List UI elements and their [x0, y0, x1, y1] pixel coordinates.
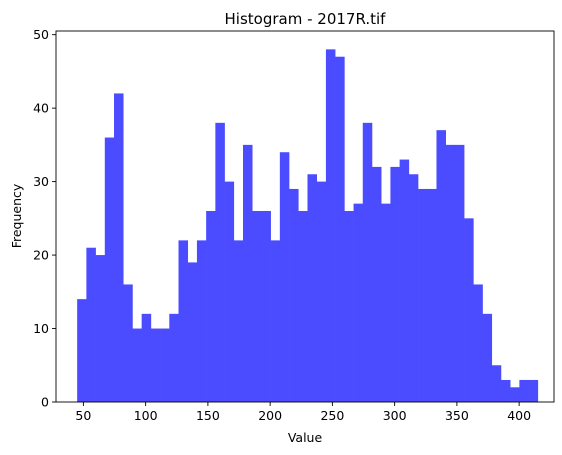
histogram-bar	[335, 56, 345, 403]
histogram-bar	[270, 240, 281, 402]
histogram-bar	[261, 210, 271, 402]
histogram-bar	[381, 203, 391, 402]
y-tick-label: 10	[33, 321, 49, 336]
y-tick-label: 30	[33, 174, 49, 189]
y-axis-label: Frequency	[9, 183, 24, 248]
histogram-bar	[418, 188, 428, 402]
x-tick-label: 250	[320, 408, 344, 423]
histogram-bar	[390, 166, 400, 402]
histogram-bar	[307, 174, 318, 402]
histogram-bar	[141, 313, 152, 402]
histogram-bar	[316, 181, 327, 402]
histogram-bar	[178, 240, 189, 402]
histogram-bar	[77, 299, 87, 402]
histogram-bar	[491, 365, 502, 402]
histogram-bar	[528, 379, 539, 402]
y-axis-ticks: 0 10 20 30 40 50	[33, 27, 56, 410]
histogram-bar	[169, 313, 179, 402]
histogram-bar	[206, 210, 216, 402]
histogram-bar	[519, 379, 529, 402]
histogram-bar	[325, 49, 336, 403]
plot-frame	[55, 30, 555, 403]
histogram-bar	[427, 188, 437, 402]
x-tick-label: 150	[196, 408, 220, 423]
histogram-bar	[279, 152, 290, 402]
histogram-bar	[242, 144, 253, 403]
x-tick-label: 400	[507, 408, 531, 423]
histogram-bar	[114, 93, 124, 402]
histogram-bar	[408, 174, 419, 402]
histogram-bar	[196, 240, 207, 402]
x-tick-label: 300	[383, 408, 407, 423]
histogram-bar	[362, 122, 373, 403]
histogram-bar	[445, 144, 456, 403]
x-tick-label: 100	[134, 408, 158, 423]
x-tick-label: 200	[258, 408, 282, 423]
histogram-bar	[160, 328, 170, 402]
histogram-bar	[86, 247, 96, 402]
y-tick-label: 20	[33, 248, 49, 263]
histogram-bar	[500, 379, 511, 402]
chart-title: Histogram - 2017R.tif	[225, 10, 387, 28]
y-tick-label: 0	[41, 395, 49, 410]
histogram-bar	[344, 210, 354, 402]
histogram-bar	[473, 284, 483, 402]
histogram-bar	[187, 262, 198, 402]
histogram-bar	[252, 210, 262, 402]
histogram-bars	[77, 49, 539, 403]
x-tick-label: 50	[75, 408, 91, 423]
histogram-bar	[353, 203, 364, 402]
histogram-bar	[150, 328, 161, 402]
x-axis-label: Value	[288, 430, 323, 445]
histogram-bar	[371, 166, 382, 402]
histogram-bar	[399, 159, 410, 402]
histogram-bar	[215, 122, 225, 403]
histogram-bar	[298, 210, 308, 402]
histogram-bar	[104, 137, 115, 402]
histogram-bar	[123, 284, 133, 402]
histogram-bar	[454, 144, 465, 403]
histogram-bar	[510, 387, 520, 402]
histogram-bar	[132, 328, 142, 402]
histogram-bar	[436, 130, 446, 402]
histogram-bar	[233, 240, 244, 402]
histogram-bar	[482, 313, 493, 402]
histogram-bar	[464, 218, 474, 402]
x-tick-label: 350	[445, 408, 469, 423]
x-axis-ticks: 50 100 150 200 250 300 350 400	[75, 402, 531, 423]
histogram-bar	[289, 188, 299, 402]
histogram-bar	[224, 181, 235, 402]
y-tick-label: 40	[33, 101, 49, 116]
y-tick-label: 50	[33, 27, 49, 42]
histogram-bar	[95, 255, 106, 402]
